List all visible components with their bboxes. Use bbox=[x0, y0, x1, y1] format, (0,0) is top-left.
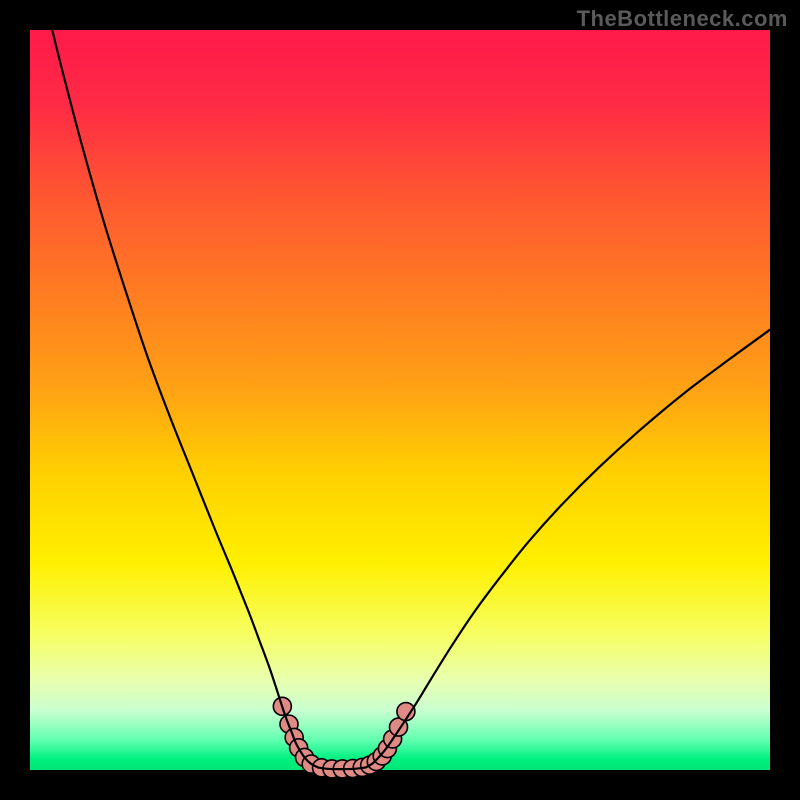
curve-right bbox=[366, 330, 770, 768]
curves-svg bbox=[30, 30, 770, 770]
watermark-label: TheBottleneck.com bbox=[577, 6, 788, 32]
curve-left bbox=[52, 30, 318, 767]
plot-area bbox=[30, 30, 770, 770]
